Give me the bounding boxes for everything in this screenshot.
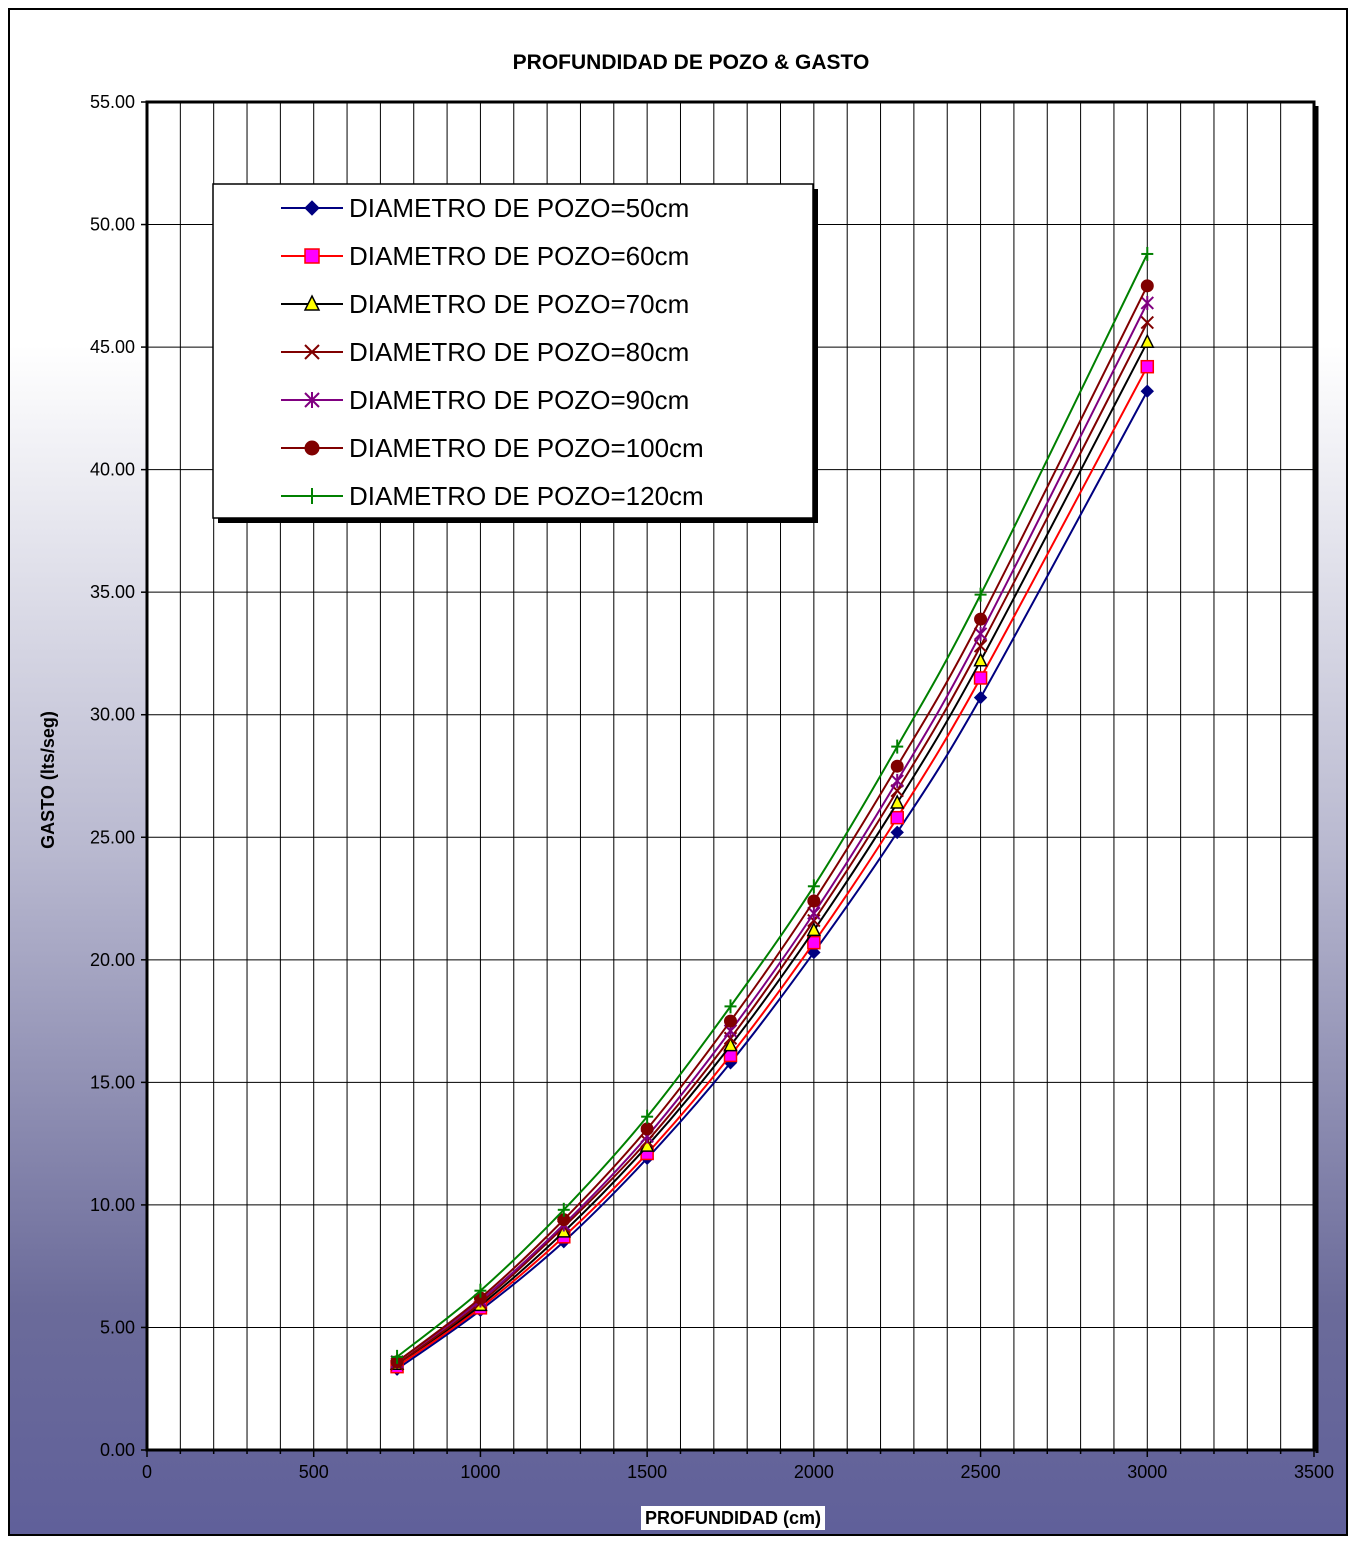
x-tick-label: 2500 [961,1462,1001,1482]
legend-marker [305,488,319,504]
data-point-s6-8 [974,612,988,626]
chart-svg: PROFUNDIDAD DE POZO & GASTO GASTO (lts/s… [38,51,1334,1530]
x-tick-label: 500 [299,1462,329,1482]
legend-marker [304,440,320,456]
legend-label: DIAMETRO DE POZO=120cm [349,481,704,511]
y-tick-label: 50.00 [90,215,135,235]
legend-label: DIAMETRO DE POZO=100cm [349,433,704,463]
y-tick-label: 45.00 [90,337,135,357]
legend-label: DIAMETRO DE POZO=90cm [349,385,689,415]
legend-marker [303,294,321,311]
legend-item-2: DIAMETRO DE POZO=60cm [281,241,689,271]
data-point-s5-7 [890,773,904,788]
legend-label: DIAMETRO DE POZO=70cm [349,289,689,319]
data-point-s3-6 [806,921,822,937]
data-point-s7-3 [557,1202,570,1217]
data-point-s6-7 [890,759,904,773]
x-axis-label-background [640,1506,826,1530]
y-tick-label: 5.00 [100,1317,135,1337]
x-tick-label: 1500 [627,1462,667,1482]
y-tick-label: 10.00 [90,1195,135,1215]
legend-item-1: DIAMETRO DE POZO=50cm [281,193,689,223]
data-point-s7-2 [474,1283,487,1298]
y-tick-label: 20.00 [90,950,135,970]
legend-marker [304,344,320,360]
data-point-s3-5 [723,1036,738,1052]
chart-area: PROFUNDIDAD DE POZO & GASTO GASTO (lts/s… [8,8,1348,1536]
legend-marker [304,392,320,408]
data-point-s5-9 [1140,295,1154,310]
y-tick-label: 15.00 [90,1072,135,1092]
x-tick-label: 3500 [1294,1462,1334,1482]
data-point-s3-7 [890,794,905,809]
y-tick-label: 0.00 [100,1440,135,1460]
data-point-s2-6 [807,935,821,950]
data-point-s5-6 [807,906,821,921]
legend-label: DIAMETRO DE POZO=80cm [349,337,689,367]
legend: DIAMETRO DE POZO=50cm DIAMETRO DE POZO=60… [212,183,818,523]
data-point-s3-9 [1140,333,1155,348]
data-point-s1-7 [890,825,904,840]
y-tick-label: 25.00 [90,827,135,847]
legend-item-4: DIAMETRO DE POZO=80cm [281,337,689,367]
data-point-s7-8 [974,587,987,602]
data-point-s3-8 [973,652,988,667]
data-point-s7-4 [641,1109,654,1124]
data-point-s2-9 [1140,359,1155,374]
data-point-s6-6 [807,894,821,908]
legend-label: DIAMETRO DE POZO=50cm [349,193,689,223]
legend-item-6: DIAMETRO DE POZO=100cm [281,433,704,463]
series-line-5 [396,302,1149,1363]
y-tick-label: 30.00 [90,705,135,725]
plot-border [145,100,1316,1452]
legend-marker [304,248,320,264]
data-point-s2-7 [890,810,904,825]
x-tick-label: 3000 [1127,1462,1167,1482]
data-point-s7-7 [891,739,904,754]
data-point-s5-8 [973,626,988,641]
y-tick-label: 35.00 [90,582,135,602]
series-group [389,246,1155,1376]
series-line-6 [396,285,1149,1363]
data-point-s1-8 [973,690,988,705]
data-point-s7-1 [391,1349,404,1364]
y-tick-label: 40.00 [90,460,135,480]
data-point-s6-4 [640,1122,654,1136]
data-point-s1-9 [1140,384,1154,398]
series-line-7 [396,253,1149,1358]
data-point-s4-9 [1140,315,1154,330]
legend-item-7: DIAMETRO DE POZO=120cm [281,481,704,511]
data-point-s6-5 [724,1014,737,1028]
series-line-3 [396,341,1149,1366]
x-tick-label: 1000 [460,1462,500,1482]
legend-item-3: DIAMETRO DE POZO=70cm [281,289,689,319]
x-tick-label: 2000 [794,1462,834,1482]
series-line-1 [396,390,1149,1370]
legend-marker [304,200,320,216]
data-point-s2-8 [973,671,988,685]
x-tick-label: 0 [142,1462,152,1482]
axes [141,100,1319,1457]
x-axis-label: PROFUNDIDAD (cm) [645,1508,821,1528]
legend-item-5: DIAMETRO DE POZO=90cm [281,385,689,415]
series-line-4 [396,322,1149,1366]
legend-label: DIAMETRO DE POZO=60cm [349,241,689,271]
y-axis-label: GASTO (lts/seg) [38,711,58,849]
data-point-s6-9 [1140,279,1154,293]
data-point-s7-9 [1141,246,1154,261]
data-point-s1-6 [807,945,821,960]
data-point-s7-6 [807,879,820,894]
y-tick-label: 55.00 [90,92,135,112]
tick-labels: 0 500 1000 1500 2000 2500 3000 3500 0.00 5.00 10.0… [90,92,1334,1482]
data-point-s7-5 [724,999,737,1014]
chart-title: PROFUNDIDAD DE POZO & GASTO [513,51,870,74]
